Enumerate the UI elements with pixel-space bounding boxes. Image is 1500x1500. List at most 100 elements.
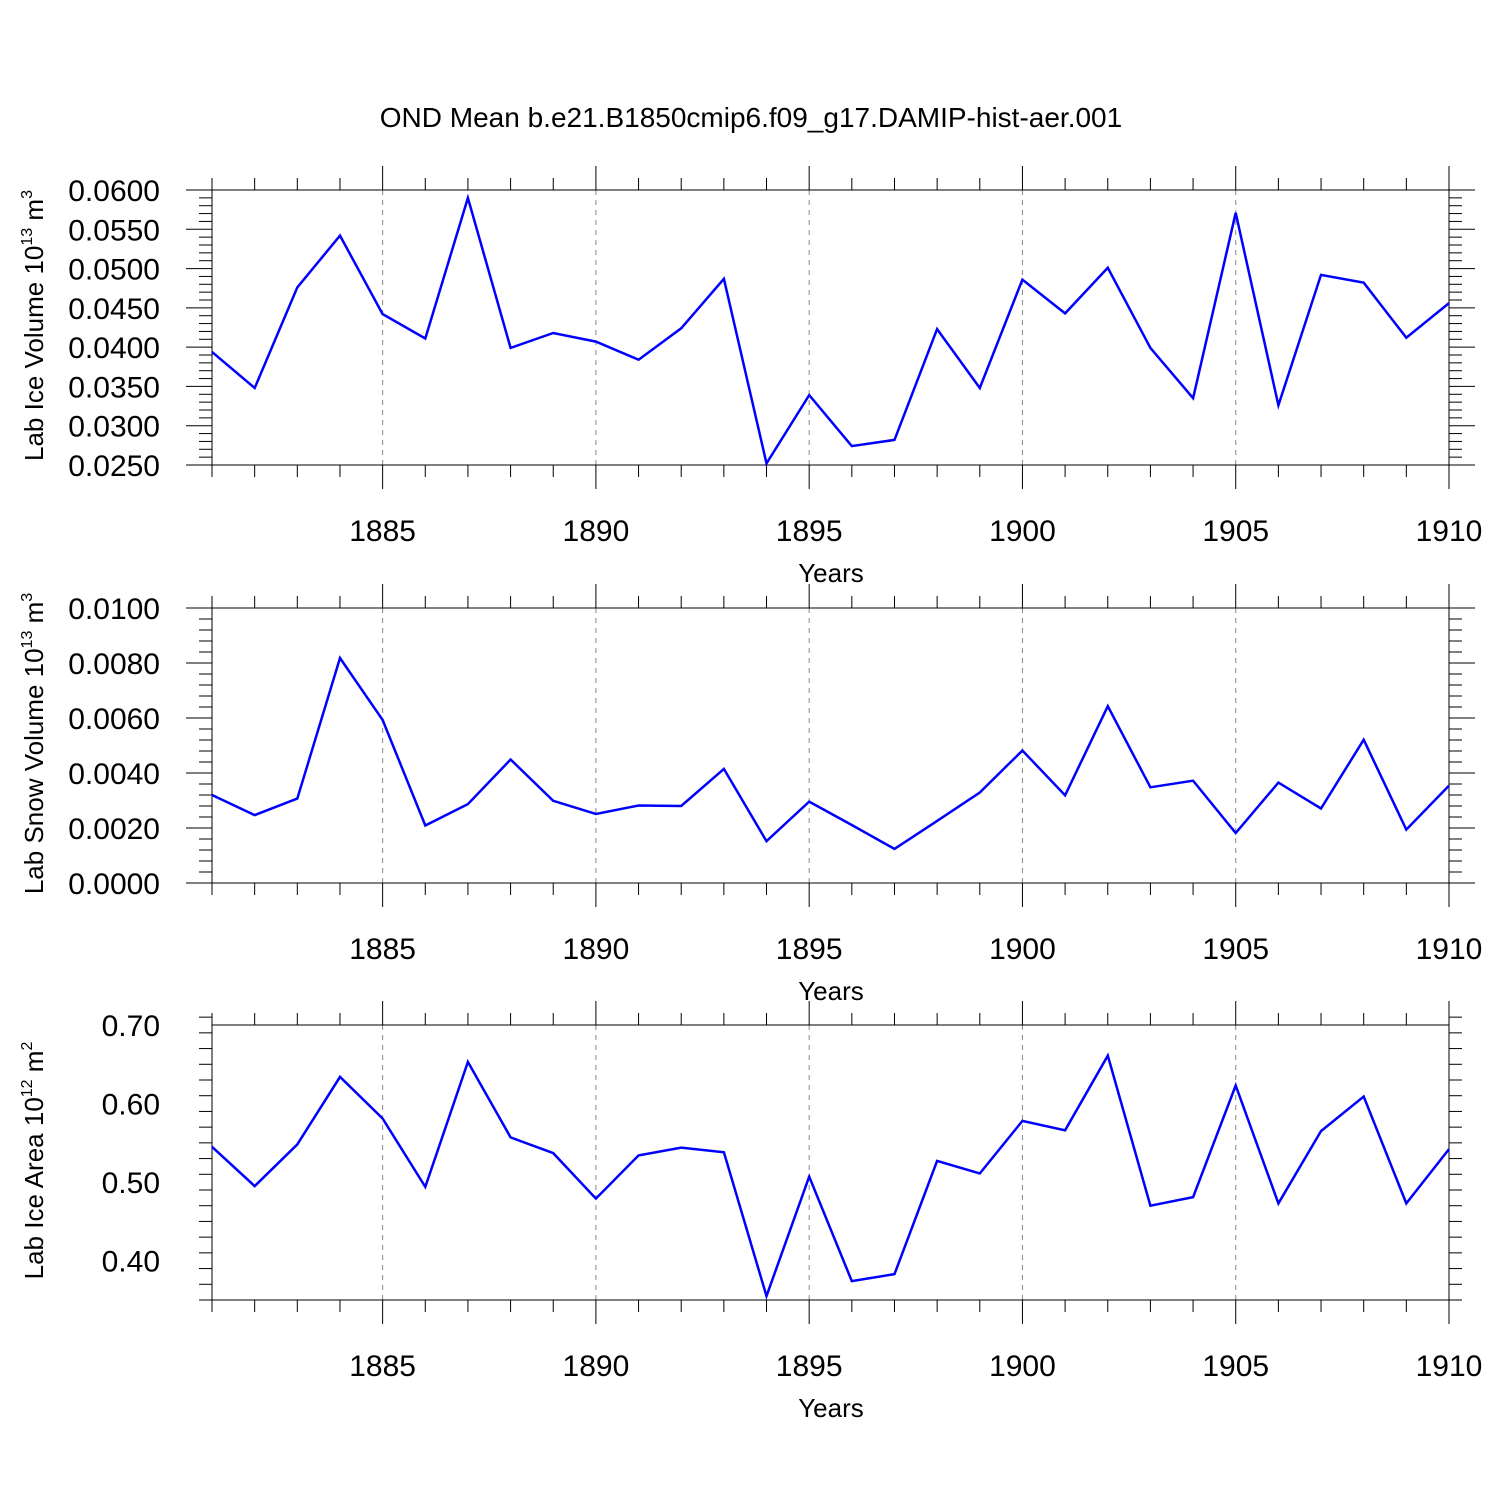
data-point: [1149, 786, 1151, 788]
x-tick-label: 1895: [776, 1350, 843, 1383]
data-point: [637, 804, 639, 806]
data-point: [1362, 282, 1364, 284]
y-tick-label: 0.0000: [68, 868, 160, 901]
x-tick-label: 1885: [349, 515, 416, 548]
data-point: [723, 1151, 725, 1153]
data-point: [339, 1076, 341, 1078]
y-tick-label: 0.0250: [68, 450, 160, 483]
panel-lab-ice-volume: 0.0250 0.0300 0.0350 0.0400 0.0450 0.0500 0.05…: [19, 166, 1482, 588]
data-point: [552, 332, 554, 334]
data-point: [851, 445, 853, 447]
data-point: [1362, 739, 1364, 741]
plot-frame: [211, 607, 1450, 884]
data-point: [851, 1280, 853, 1282]
data-point: [979, 387, 981, 389]
data-point: [1192, 1196, 1194, 1198]
data-point: [1362, 1095, 1364, 1097]
y-tick-label: 0.0040: [68, 758, 160, 791]
data-point: [1021, 749, 1023, 751]
data-point: [381, 1117, 383, 1119]
data-point: [424, 824, 426, 826]
data-point: [1277, 781, 1279, 783]
x-tick-label: 1910: [1416, 933, 1483, 966]
data-point: [680, 327, 682, 329]
data-point: [296, 797, 298, 799]
data-point: [509, 758, 511, 760]
data-point: [893, 848, 895, 850]
data-point: [339, 234, 341, 236]
data-point: [1064, 794, 1066, 796]
series-line: [211, 655, 1450, 851]
plot-frame: [211, 1024, 1450, 1301]
data-point: [1405, 337, 1407, 339]
data-point: [1277, 404, 1279, 406]
data-point: [467, 1061, 469, 1063]
data-point: [467, 197, 469, 199]
x-tick-label: 1895: [776, 515, 843, 548]
plot-frame: [211, 189, 1450, 466]
data-point: [1192, 397, 1194, 399]
data-point: [253, 387, 255, 389]
y-tick-label: 0.0550: [68, 214, 160, 247]
y-tick-label: 0.0350: [68, 371, 160, 404]
panel-lab-snow-volume: 0.0000 0.0020 0.0040 0.0060 0.0080 0.0100 1885…: [19, 584, 1482, 1006]
x-axis-title: Years: [798, 558, 864, 588]
data-point: [808, 394, 810, 396]
data-point: [1448, 1148, 1450, 1150]
data-point: [637, 1154, 639, 1156]
x-axis-title: Years: [798, 976, 864, 1006]
data-point: [1107, 1054, 1109, 1056]
data-point: [1448, 784, 1450, 786]
x-tick-label: 1900: [989, 933, 1056, 966]
data-point: [765, 840, 767, 842]
series-line: [211, 1052, 1450, 1301]
x-tick-label: 1910: [1416, 1350, 1483, 1383]
data-point: [1405, 828, 1407, 830]
data-point: [680, 805, 682, 807]
y-tick-label: 0.0400: [68, 332, 160, 365]
data-point: [1235, 212, 1237, 214]
data-point: [595, 340, 597, 342]
data-point: [424, 1186, 426, 1188]
y-tick-label: 0.0500: [68, 254, 160, 287]
y-tick-label: 0.50: [102, 1167, 160, 1200]
data-point: [1192, 780, 1194, 782]
data-point: [1320, 1130, 1322, 1132]
data-point: [1320, 807, 1322, 809]
data-point: [1107, 705, 1109, 707]
data-point: [253, 814, 255, 816]
data-point: [509, 347, 511, 349]
data-point: [1107, 267, 1109, 269]
data-point: [1235, 1084, 1237, 1086]
data-point: [936, 1160, 938, 1162]
data-point: [211, 351, 213, 353]
data-point: [211, 1146, 213, 1148]
y-tick-label: 0.0600: [68, 175, 160, 208]
x-tick-label: 1900: [989, 1350, 1056, 1383]
x-tick-label: 1885: [349, 933, 416, 966]
data-point: [1149, 1205, 1151, 1207]
data-point: [680, 1146, 682, 1148]
data-point: [851, 824, 853, 826]
y-axis-title: Lab Ice Volume 1013 m3: [19, 190, 49, 461]
data-point: [808, 800, 810, 802]
data-point: [765, 462, 767, 464]
data-point: [1277, 1202, 1279, 1204]
data-point: [339, 657, 341, 659]
data-point: [1320, 274, 1322, 276]
y-tick-label: 0.0450: [68, 293, 160, 326]
data-point: [723, 278, 725, 280]
x-tick-label: 1890: [563, 515, 630, 548]
data-point: [1064, 312, 1066, 314]
x-tick-label: 1885: [349, 1350, 416, 1383]
panel-lab-ice-area: 0.40 0.50 0.60 0.70 1885 1890 1895 1900 1905 1910…: [19, 1001, 1482, 1423]
data-point: [381, 313, 383, 315]
y-tick-label: 0.0020: [68, 813, 160, 846]
y-tick-label: 0.60: [102, 1089, 160, 1122]
data-point: [1405, 1202, 1407, 1204]
data-point: [936, 820, 938, 822]
data-point: [595, 1197, 597, 1199]
data-point: [637, 359, 639, 361]
y-axis-title: Lab Snow Volume 1013 m3: [19, 593, 49, 894]
